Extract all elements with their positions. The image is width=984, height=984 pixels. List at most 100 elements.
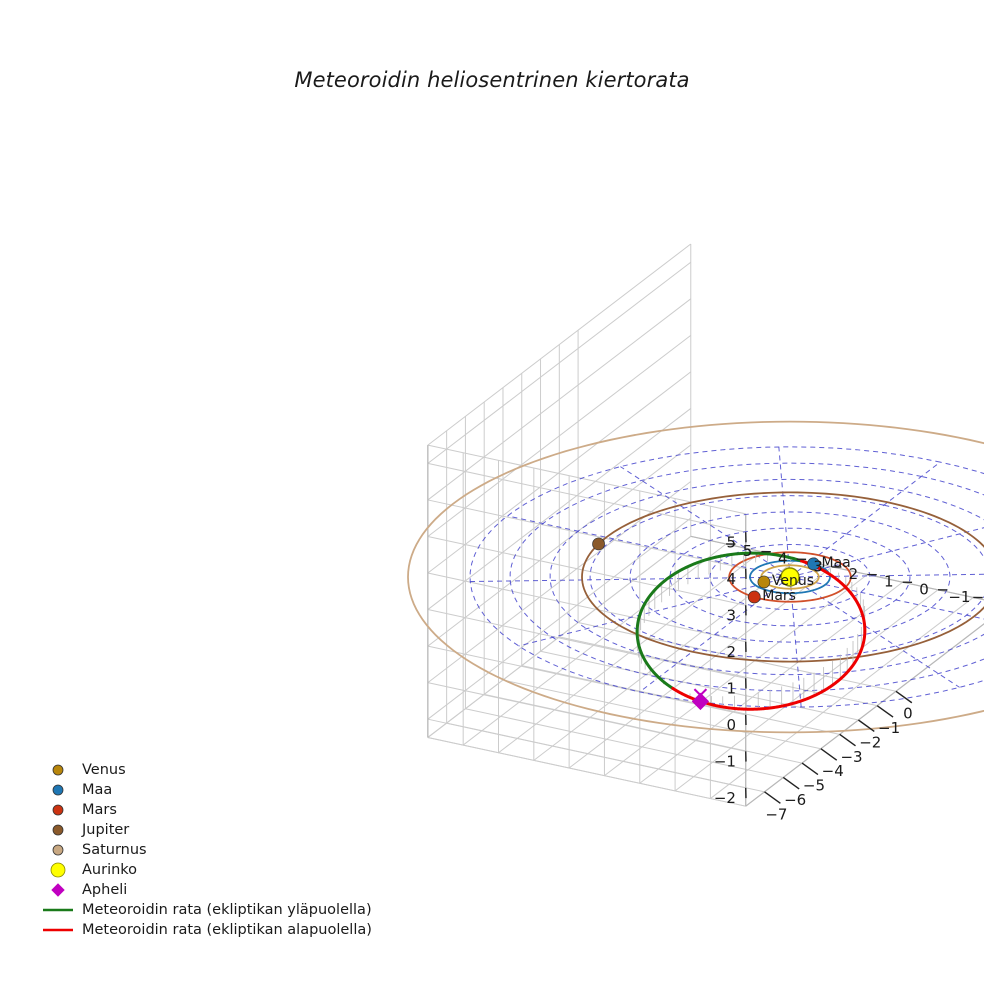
aphelion-group	[691, 688, 710, 711]
grid-line-wallL-z	[427, 682, 746, 752]
xtick-0-label: −7	[765, 805, 787, 823]
polar-spoke	[518, 576, 791, 647]
grid-line-wallL-z	[427, 535, 746, 606]
legend-marker-4	[52, 844, 64, 856]
legend-label-2[interactable]: Mars	[82, 802, 117, 818]
grid-line-wallb-z	[427, 261, 692, 464]
xtick-4-mark	[839, 733, 856, 747]
polar-spoke	[789, 576, 960, 688]
grid-line-floor-x	[577, 622, 897, 692]
legend-label-8[interactable]: Meteoroidin rata (ekliptikan alapuolella…	[82, 922, 372, 938]
legend-marker-0	[52, 764, 64, 776]
legend-label-0[interactable]: Venus	[82, 762, 126, 778]
ztick-1-label: −1	[714, 753, 736, 771]
legend-label-4[interactable]: Saturnus	[82, 842, 147, 858]
legend-marker-1	[52, 784, 64, 796]
legend-label-7[interactable]: Meteoroidin rata (ekliptikan yläpuolella…	[82, 902, 372, 918]
polar-spoke	[789, 527, 984, 578]
legend-label-3[interactable]: Jupiter	[81, 822, 129, 838]
grid-line-floor-y	[710, 597, 974, 799]
orbit-saturnus	[407, 420, 984, 734]
grid-line-wallb-z	[427, 243, 692, 446]
grid-line-floor-x	[502, 679, 821, 750]
meteoroid-trajectory	[635, 551, 867, 711]
planet-label-venus: Venus	[772, 573, 814, 589]
ztick-0-label: −2	[714, 789, 736, 807]
planet-marker-jupiter[interactable]	[592, 537, 605, 551]
grid-line-floor-x	[559, 636, 878, 707]
xtick-2-label: −5	[803, 777, 825, 795]
ztick-2-label: 0	[726, 716, 736, 734]
grid-line-floor-y	[462, 543, 727, 746]
sun-marker[interactable]	[780, 567, 800, 587]
grid-line-wallb-z	[427, 408, 692, 610]
ytick-3-label: 1	[884, 573, 894, 591]
grid-line-floor-y	[604, 574, 868, 777]
meteoroid-path-below	[800, 559, 808, 565]
grid-line-wallb-z	[427, 298, 692, 501]
ztick-6-label: 4	[726, 570, 736, 588]
planet-orbits	[407, 420, 984, 734]
polar-spoke	[789, 576, 802, 708]
grid-line-wallb-z	[427, 371, 692, 574]
ztick-3-label: 1	[726, 679, 736, 697]
xtick-3-label: −4	[822, 762, 844, 780]
polar-ring	[509, 462, 984, 692]
grid-line-wallL-z	[427, 609, 746, 679]
polar-spoke	[620, 466, 791, 578]
legend-label-5[interactable]: Aurinko	[82, 862, 137, 878]
ytick-4-label: 2	[849, 565, 859, 583]
grid-line-floor-y	[498, 551, 762, 754]
legend-label-1[interactable]: Maa	[82, 782, 112, 798]
xtick-7-mark	[895, 690, 913, 704]
xtick-6-mark	[876, 705, 894, 718]
grid-line-floor-x	[540, 650, 859, 721]
ztick-5-label: 3	[726, 606, 736, 624]
grid-line-wallL-z	[427, 462, 746, 533]
meteoroid-path-above	[635, 551, 804, 690]
xtick-7-label: 0	[903, 705, 913, 723]
orbit-jupiter	[581, 491, 984, 663]
planet-marker-venus[interactable]	[757, 575, 771, 589]
xtick-0-mark	[764, 791, 781, 804]
ztick-4-label: 2	[726, 643, 736, 661]
polar-spoke	[789, 576, 984, 620]
planet-marker-mars[interactable]	[747, 590, 761, 604]
legend-marker-2	[52, 804, 64, 816]
legend-label-6[interactable]: Apheli	[82, 882, 127, 898]
ytick-7-label: 5	[743, 542, 753, 560]
grid-line-wallb-z	[427, 517, 692, 720]
orbit-mars	[728, 551, 852, 603]
axes-panes-grid	[427, 243, 984, 807]
ytick-1-label: −1	[948, 588, 970, 606]
grid-line-floor-x	[521, 665, 840, 735]
polar-spoke	[639, 576, 791, 693]
ytick-6-label: 4	[778, 550, 788, 568]
sun-group	[780, 567, 800, 587]
grid-line-wallL-z	[427, 718, 746, 789]
xtick-6-label: −1	[878, 719, 900, 737]
aphelion-marker[interactable]	[691, 692, 710, 711]
ztick-7-label: 5	[726, 533, 736, 551]
grid-line-wallb-z	[427, 334, 692, 537]
polar-spoke	[778, 446, 791, 578]
xtick-3-mark	[820, 748, 838, 761]
xtick-2-mark	[801, 762, 819, 776]
legend-marker-6	[51, 883, 65, 897]
xtick-4-label: −3	[840, 748, 862, 766]
legend-marker-5	[50, 862, 66, 878]
meteoroid-path-below	[671, 561, 867, 711]
grid-line-wallL-z	[427, 645, 746, 716]
xtick-5-label: −2	[859, 733, 881, 751]
orbit-maa	[749, 559, 831, 595]
grid-line-floor-y	[639, 581, 903, 784]
xtick-1-label: −6	[784, 791, 806, 809]
ytick-2-label: 0	[919, 580, 929, 598]
orbit-venus	[760, 564, 820, 590]
grid-line-wallL-z	[427, 736, 746, 807]
ytick-5-label: 3	[813, 557, 823, 575]
planet-marker-maa[interactable]	[807, 557, 820, 571]
grid-line-wallL-z	[427, 444, 746, 515]
grid-line-wallb-z	[427, 444, 692, 647]
